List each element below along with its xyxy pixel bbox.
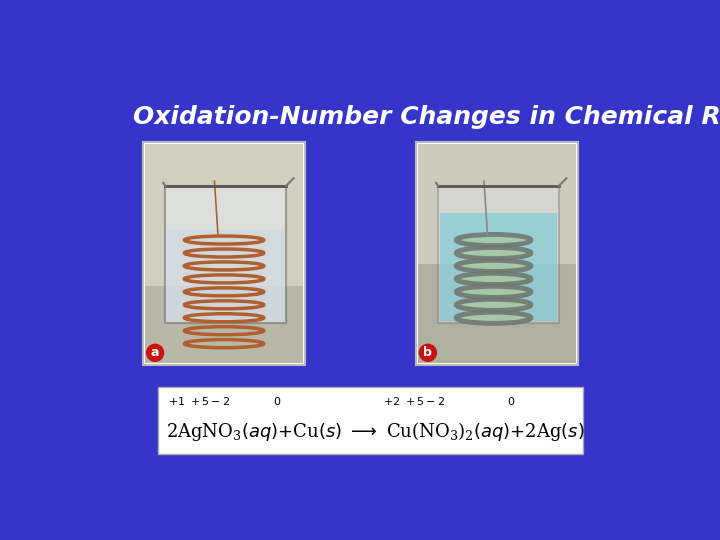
- FancyBboxPatch shape: [145, 144, 303, 363]
- FancyBboxPatch shape: [166, 186, 286, 322]
- Text: a: a: [151, 346, 159, 359]
- Text: Oxidation-Number Changes in Chemical Reactions: Oxidation-Number Changes in Chemical Rea…: [132, 105, 720, 129]
- FancyBboxPatch shape: [145, 144, 303, 286]
- FancyBboxPatch shape: [418, 144, 576, 265]
- FancyBboxPatch shape: [418, 144, 576, 363]
- FancyBboxPatch shape: [158, 387, 583, 455]
- FancyBboxPatch shape: [440, 213, 557, 321]
- Ellipse shape: [456, 286, 531, 298]
- Text: $0$: $0$: [273, 395, 282, 407]
- FancyBboxPatch shape: [143, 142, 305, 365]
- Ellipse shape: [456, 299, 531, 310]
- Circle shape: [419, 345, 436, 361]
- Circle shape: [147, 345, 163, 361]
- Ellipse shape: [456, 312, 531, 323]
- FancyBboxPatch shape: [438, 186, 559, 322]
- Ellipse shape: [456, 234, 531, 246]
- Text: b: b: [423, 346, 432, 359]
- Text: $+1\ +5-2$: $+1\ +5-2$: [168, 395, 230, 407]
- FancyBboxPatch shape: [415, 142, 578, 365]
- Text: $0$: $0$: [507, 395, 516, 407]
- Text: $\mathregular{2AgNO_3}$$(aq)$$ + \mathregular{Cu}$$(s)$$\ \longrightarrow\ $$\ma: $\mathregular{2AgNO_3}$$(aq)$$ + \mathre…: [166, 420, 585, 443]
- Ellipse shape: [456, 247, 531, 259]
- Ellipse shape: [456, 260, 531, 272]
- Ellipse shape: [456, 273, 531, 285]
- Text: $+2\ +5-2$: $+2\ +5-2$: [383, 395, 446, 407]
- FancyBboxPatch shape: [167, 230, 284, 321]
